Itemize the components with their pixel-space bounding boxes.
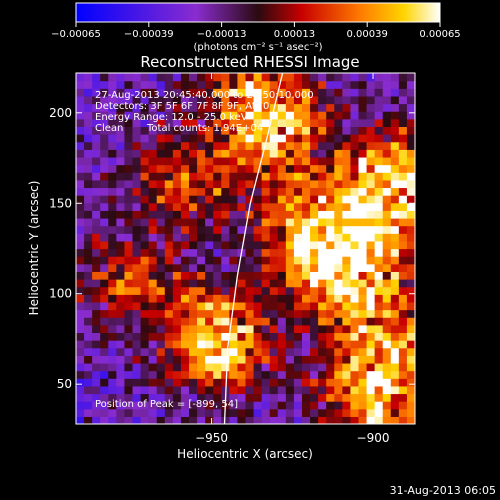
colorbar-ticks: −0.00065 −0.00039 −0.00013 0.00013 0.00039 0.…: [51, 22, 461, 40]
colorbar-tick-label: 0.00065: [419, 29, 460, 40]
x-axis-ticks: −950−900−850: [195, 73, 390, 445]
footer-timestamp: 31-Aug-2013 06:05: [390, 484, 496, 497]
y-tick-label: 50: [57, 377, 72, 391]
plot-frame: [75, 72, 416, 425]
annotation-total-counts: Total counts: 1.94E+04: [146, 123, 263, 134]
y-tick-label: 150: [49, 196, 72, 210]
annotation-clean-label: Clean: [95, 123, 123, 134]
annotation-time-range: 27-Aug-2013 20:45:40.000 to 20:50:10.000: [95, 90, 314, 101]
annotation-energy-range: Energy Range: 12.0 - 25.0 keV: [95, 112, 248, 123]
y-axis-ticks: 50 100 150 200: [49, 106, 415, 391]
solar-limb-curve: [223, 73, 284, 424]
y-tick-label: 200: [49, 106, 72, 120]
colorbar-units-label: (photons cm⁻² s⁻¹ asec⁻²): [193, 42, 322, 53]
chart-title: Reconstructed RHESSI Image: [140, 53, 359, 71]
colorbar-tick-label: −0.00039: [124, 29, 174, 40]
colorbar: [75, 2, 441, 23]
x-tick-label: −900: [357, 431, 390, 445]
x-axis-label: Heliocentric X (arcsec): [177, 447, 313, 461]
y-axis-label: Heliocentric Y (arcsec): [27, 181, 41, 316]
x-tick-label: −950: [195, 431, 228, 445]
colorbar-tick-label: −0.00065: [51, 29, 101, 40]
annotation-detectors: Detectors: 3F 5F 6F 7F 8F 9F, Att 0: [95, 101, 269, 112]
colorbar-tick-label: −0.00013: [197, 29, 247, 40]
colorbar-tick-label: 0.00013: [274, 29, 315, 40]
annotation-peak-position: Position of Peak = [-899, 54]: [95, 399, 238, 410]
heatmap-image: [76, 73, 415, 424]
colorbar-tick-label: 0.00039: [347, 29, 388, 40]
y-tick-label: 100: [49, 287, 72, 301]
